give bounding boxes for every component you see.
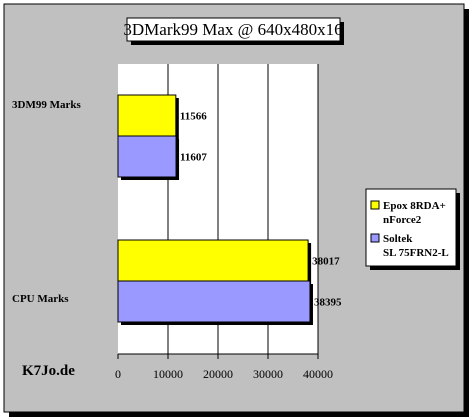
- legend-swatch: [370, 200, 380, 210]
- watermark: K7Jo.de: [22, 363, 75, 379]
- title-box: [126, 17, 341, 42]
- bar: [117, 135, 177, 178]
- legend-label: Soltek: [383, 233, 413, 245]
- chart-title: 3DMark99 Max @ 640x480x16: [123, 20, 342, 39]
- x-tick-label: 40000: [303, 367, 333, 381]
- legend-label: SL 75FRN2-L: [383, 247, 449, 259]
- data-label: 11566: [180, 111, 207, 123]
- x-tick-labels: 0 10000 20000 30000 40000: [115, 354, 333, 381]
- x-tick-label: 30000: [253, 367, 283, 381]
- bar: [117, 239, 309, 282]
- bar: [117, 94, 177, 137]
- category-label: CPU Marks: [12, 293, 69, 305]
- bar: [117, 280, 311, 323]
- legend-label: Epox 8RDA+: [383, 200, 446, 212]
- legend-label: nForce2: [383, 214, 422, 226]
- bars: [117, 94, 313, 325]
- x-tick-label: 20000: [203, 367, 233, 381]
- data-label: 38395: [314, 297, 342, 309]
- x-tick-label: 10000: [153, 367, 183, 381]
- category-labels: 3DM99 Marks CPU Marks: [12, 99, 81, 305]
- legend-box: [365, 188, 457, 267]
- data-labels: 11566 11607 38017 38395: [180, 111, 342, 309]
- legend: Epox 8RDA+ nForce2 Soltek SL 75FRN2-L: [365, 188, 460, 270]
- category-label: 3DM99 Marks: [12, 99, 81, 111]
- data-label: 11607: [180, 152, 207, 164]
- data-label: 38017: [312, 256, 340, 268]
- x-tick-label: 0: [115, 367, 121, 381]
- legend-swatch: [370, 233, 380, 243]
- legend-items: Epox 8RDA+ nForce2 Soltek SL 75FRN2-L: [370, 200, 449, 259]
